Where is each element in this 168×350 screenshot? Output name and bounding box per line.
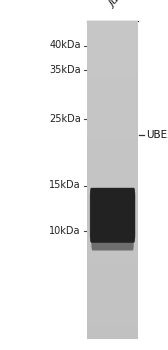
Text: 25kDa: 25kDa [49, 114, 81, 124]
FancyBboxPatch shape [90, 188, 135, 243]
Text: 40kDa: 40kDa [49, 41, 81, 50]
Text: Jurkat: Jurkat [108, 0, 138, 9]
Text: UBE2L6: UBE2L6 [146, 130, 168, 140]
Text: 35kDa: 35kDa [49, 65, 81, 75]
Text: 15kDa: 15kDa [49, 181, 81, 190]
FancyBboxPatch shape [91, 226, 134, 251]
Text: 10kDa: 10kDa [49, 226, 81, 236]
